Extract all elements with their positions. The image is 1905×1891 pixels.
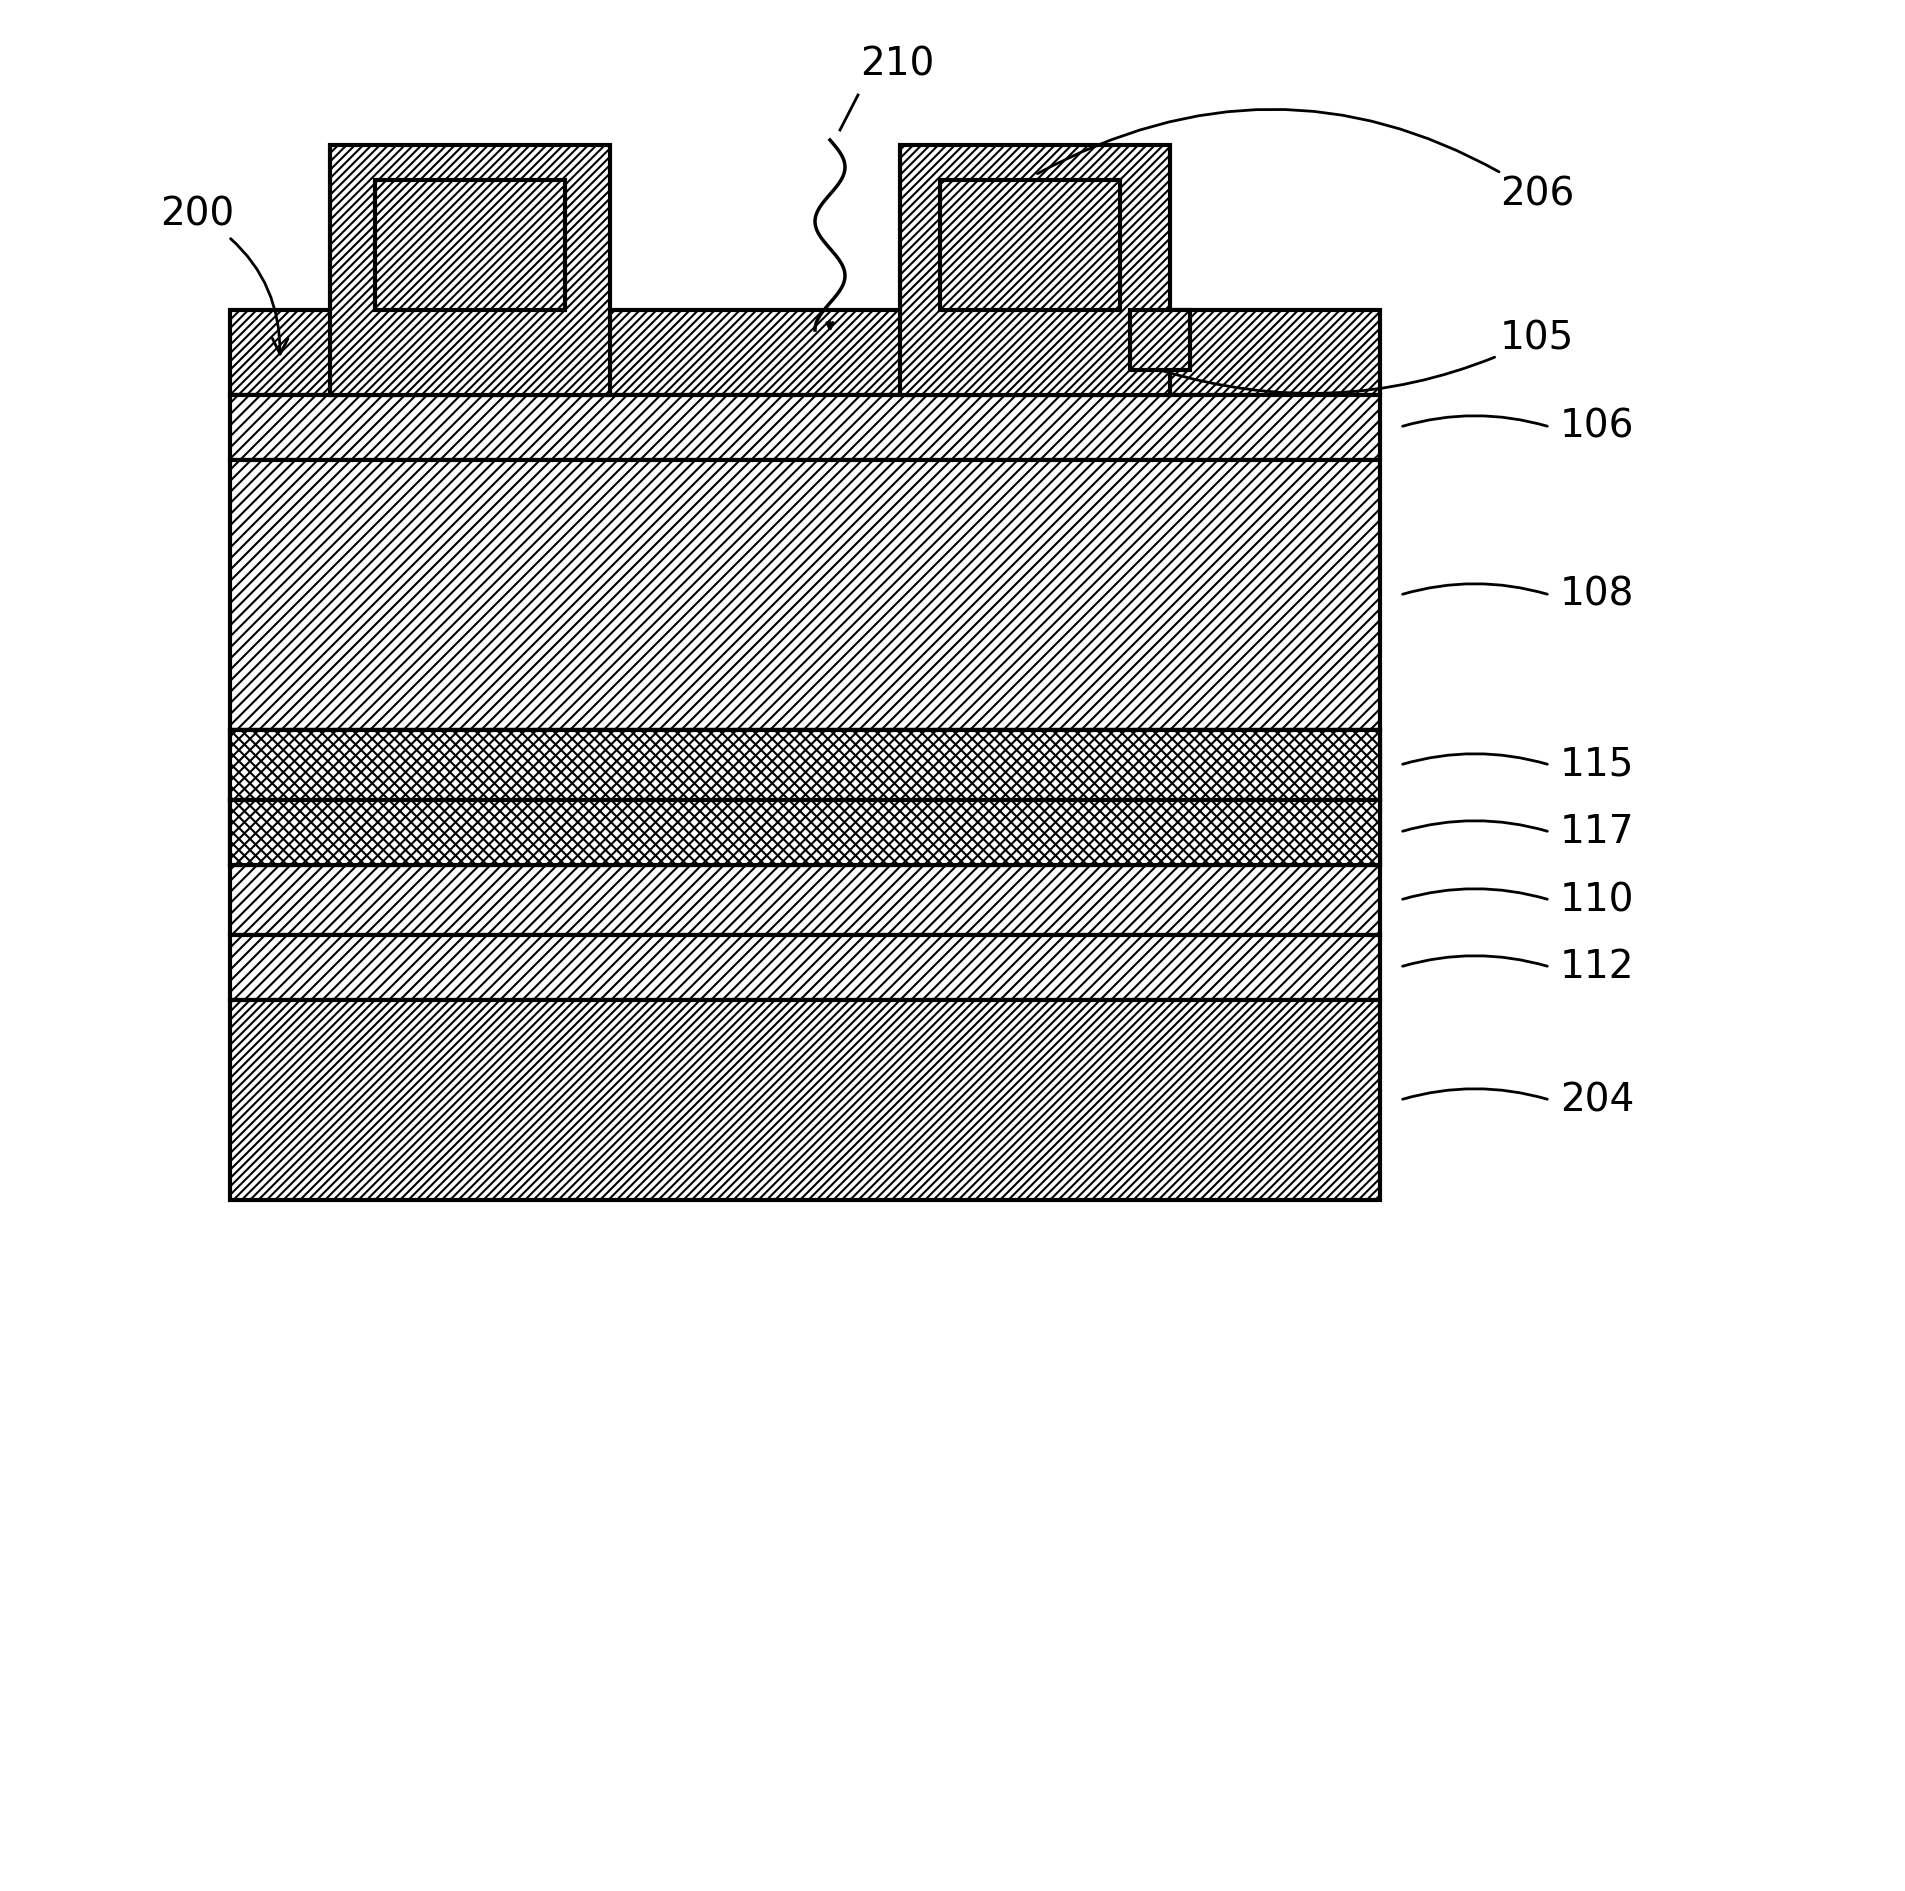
Bar	[375, 180, 566, 310]
Bar	[231, 800, 1379, 864]
Text: 105: 105	[1162, 320, 1574, 393]
Bar	[1130, 310, 1191, 371]
Text: 112: 112	[1560, 947, 1634, 985]
Bar	[231, 730, 1379, 800]
Text: 200: 200	[160, 197, 288, 354]
Bar	[231, 864, 1379, 934]
Text: 117: 117	[1560, 813, 1634, 851]
Text: 106: 106	[1560, 408, 1634, 446]
Bar	[231, 800, 1379, 864]
Text: 108: 108	[1560, 577, 1634, 615]
Bar	[231, 310, 1379, 395]
Text: 206: 206	[1038, 110, 1574, 214]
Bar	[231, 730, 1379, 800]
Bar	[231, 934, 1379, 1000]
Bar	[939, 180, 1120, 310]
Bar	[231, 395, 1379, 460]
Bar	[231, 1000, 1379, 1201]
Text: 204: 204	[1560, 1082, 1634, 1119]
Text: 210: 210	[859, 45, 933, 83]
Text: 110: 110	[1560, 881, 1634, 919]
Bar	[899, 146, 1170, 395]
Text: 202: 202	[962, 200, 1059, 276]
Text: 115: 115	[1560, 747, 1634, 785]
Bar	[231, 800, 1379, 864]
Bar	[231, 730, 1379, 800]
Bar	[231, 730, 1379, 800]
Bar	[231, 460, 1379, 730]
Bar	[231, 800, 1379, 864]
Bar	[330, 146, 610, 395]
